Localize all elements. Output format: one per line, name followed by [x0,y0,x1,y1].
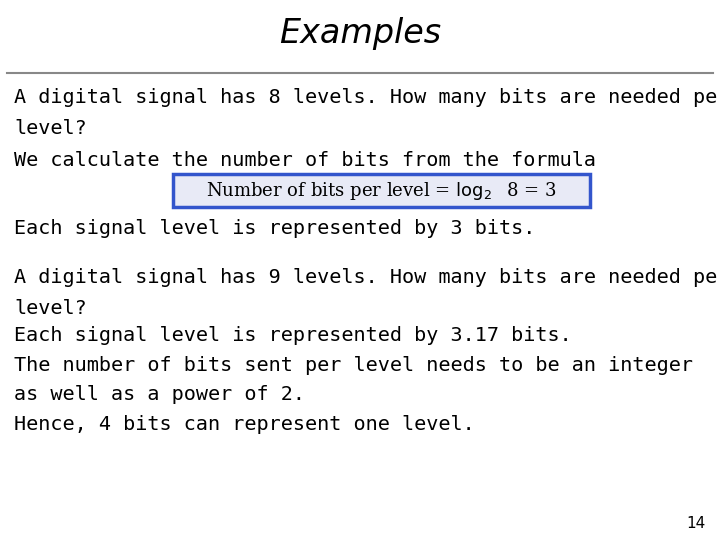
Text: Each signal level is represented by 3 bits.: Each signal level is represented by 3 bi… [14,219,536,238]
Text: We calculate the number of bits from the formula: We calculate the number of bits from the… [14,151,596,171]
Text: level?: level? [14,299,87,318]
Text: as well as a power of 2.: as well as a power of 2. [14,386,305,404]
Text: level?: level? [14,119,87,138]
Text: The number of bits sent per level needs to be an integer: The number of bits sent per level needs … [14,356,693,375]
Text: Each signal level is represented by 3.17 bits.: Each signal level is represented by 3.17… [14,326,572,345]
Text: 14: 14 [686,516,706,531]
Text: Number of bits per level = $\log_2$  8 = 3: Number of bits per level = $\log_2$ 8 = … [207,180,557,201]
Text: Hence, 4 bits can represent one level.: Hence, 4 bits can represent one level. [14,415,475,434]
Text: A digital signal has 9 levels. How many bits are needed per: A digital signal has 9 levels. How many … [14,267,720,287]
FancyBboxPatch shape [173,174,590,207]
Text: Examples: Examples [279,17,441,50]
Text: A digital signal has 8 levels. How many bits are needed per: A digital signal has 8 levels. How many … [14,87,720,107]
